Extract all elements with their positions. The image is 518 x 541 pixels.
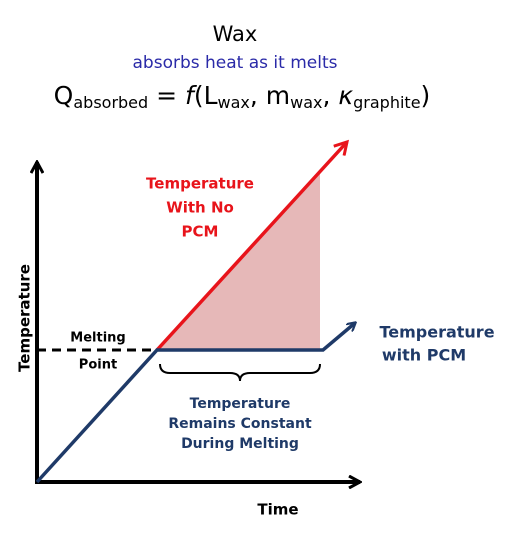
eq-part: (L — [194, 81, 218, 110]
x-axis-label: Time — [257, 501, 298, 519]
label: Remains Constant — [168, 416, 312, 432]
label: Temperature — [379, 323, 494, 342]
eq-part: ) — [421, 81, 431, 110]
label: PCM — [182, 223, 219, 241]
no-pcm-line — [155, 142, 347, 352]
pcm-line — [35, 323, 355, 484]
eq-part: , — [323, 81, 339, 110]
eq-part: κ — [338, 81, 353, 110]
label: Point — [79, 358, 117, 373]
eq-part: Q — [54, 81, 74, 110]
equation: Qabsorbed = f(Lwax, mwax, κgraphite) — [54, 81, 431, 112]
label: with PCM — [382, 346, 466, 365]
label: Temperature — [146, 175, 254, 193]
eq-part: = — [148, 81, 185, 110]
brace — [159, 363, 321, 382]
title: Wax — [213, 22, 258, 46]
eq-sub: absorbed — [73, 93, 148, 112]
label: Temperature — [190, 396, 291, 412]
y-axis-label: Temperature — [16, 264, 34, 372]
label: With No — [166, 199, 234, 217]
eq-sub: wax — [290, 93, 322, 112]
label: Melting — [70, 331, 125, 346]
eq-sub: graphite — [353, 93, 420, 112]
label: During Melting — [181, 436, 299, 452]
eq-part: , m — [250, 81, 290, 110]
subtitle: absorbs heat as it melts — [133, 53, 338, 73]
eq-sub: wax — [218, 93, 250, 112]
